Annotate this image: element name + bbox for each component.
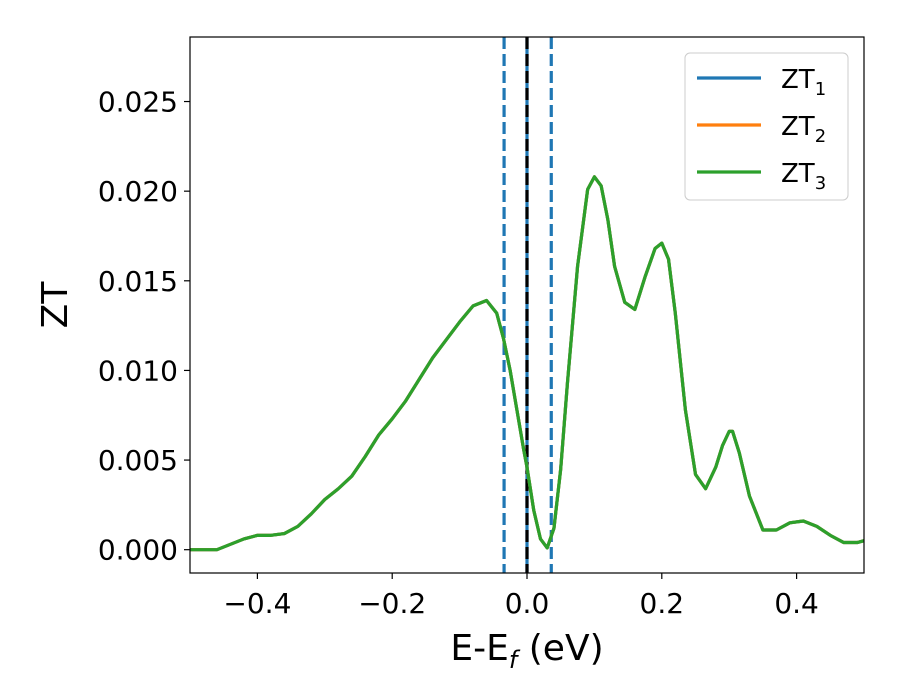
x-axis: −0.4 −0.2 0.0 0.2 0.4 <box>223 573 819 620</box>
legend-label-zt2: ZT2 <box>781 112 826 147</box>
legend-box <box>684 52 849 201</box>
legend-label-zt1: ZT1 <box>781 65 826 100</box>
y-tick-label: 0.005 <box>98 444 178 477</box>
x-tick-label: −0.4 <box>223 587 291 620</box>
x-tick-label: 0.4 <box>774 587 819 620</box>
x-tick-label: 0.2 <box>640 587 685 620</box>
legend-label-subscript: 1 <box>815 79 826 100</box>
x-axis-title: E-Ef (eV) <box>450 628 603 674</box>
series-line-zt3 <box>190 175 864 552</box>
x-tick-label: 0.0 <box>505 587 550 620</box>
legend-label-subscript: 2 <box>815 126 826 147</box>
legend-label-main: ZT <box>781 112 815 142</box>
y-tick-label: 0.000 <box>98 534 178 567</box>
legend-label-main: ZT <box>781 65 815 95</box>
x-axis-title-unit: (eV) <box>517 628 603 669</box>
legend-label-zt3: ZT3 <box>781 159 826 194</box>
y-tick-label: 0.010 <box>98 354 178 387</box>
x-axis-title-main: E-E <box>450 628 508 669</box>
legend-label-subscript: 3 <box>815 173 826 194</box>
x-tick-label: −0.2 <box>358 587 426 620</box>
reference-lines <box>502 37 553 573</box>
y-axis: 0.000 0.005 0.010 0.015 0.020 0.025 <box>98 86 190 567</box>
y-tick-label: 0.025 <box>98 86 178 119</box>
y-tick-label: 0.015 <box>98 265 178 298</box>
legend-label-main: ZT <box>781 159 815 189</box>
series-lines <box>190 175 864 552</box>
y-axis-title: ZT <box>35 281 76 329</box>
y-tick-label: 0.020 <box>98 175 178 208</box>
